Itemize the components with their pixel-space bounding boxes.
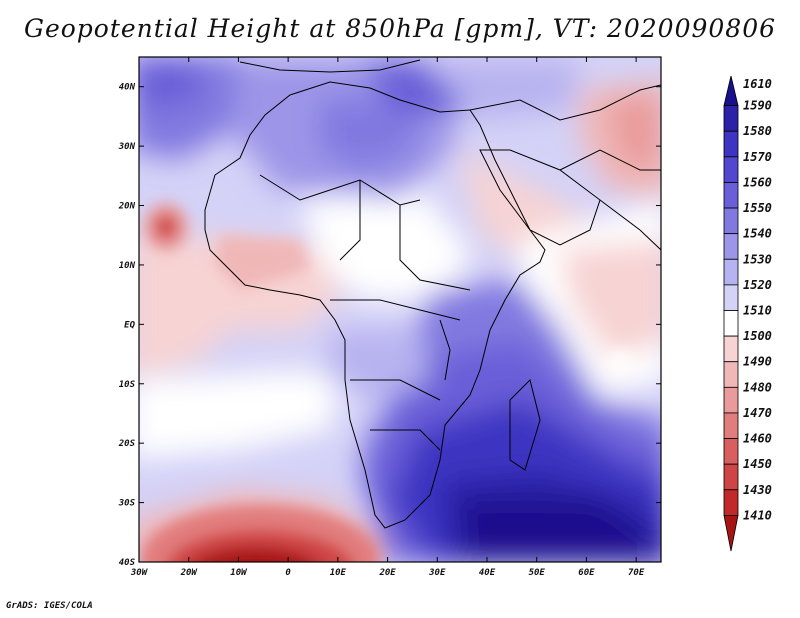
- colorbar-label: 1550: [743, 201, 772, 215]
- lon-tick-label: 10E: [330, 568, 347, 578]
- lat-tick-label: 10S: [119, 380, 136, 390]
- colorbar-swatch: [723, 156, 739, 183]
- colorbar-swatch: [723, 335, 739, 363]
- colorbar-label: 1460: [743, 432, 772, 446]
- colorbar-label: 1520: [743, 278, 772, 292]
- colorbar-swatch: [723, 463, 739, 491]
- colorbar-swatch: [723, 130, 739, 158]
- colorbar-bottom-arrow: [723, 514, 739, 552]
- colorbar-swatch: [723, 438, 739, 465]
- lat-tick-label: 30S: [118, 499, 136, 509]
- lat-tick-label: 30N: [118, 142, 136, 152]
- colorbar-label: 1580: [743, 124, 772, 138]
- colorbar-swatch: [723, 310, 739, 337]
- colorbar-label: 1590: [743, 99, 772, 113]
- latitude-axis: 40N 30N 20N 10N EQ 10S 20S 30S 40S: [118, 83, 661, 568]
- grads-footer: GrADS: IGES/COLA: [6, 601, 93, 611]
- colorbar-swatch: [723, 182, 739, 209]
- lat-tick-label: 20N: [118, 202, 136, 212]
- lon-tick-label: 40E: [479, 568, 496, 578]
- colorbar-swatch: [723, 258, 739, 286]
- lat-tick-label: EQ: [124, 320, 135, 330]
- lon-tick-label: 30E: [428, 568, 446, 578]
- colorbar-top-arrow: [723, 75, 739, 107]
- colorbar-swatch: [723, 207, 739, 235]
- colorbar-label: 1430: [743, 483, 772, 497]
- colorbar-swatch: [723, 386, 739, 414]
- colorbar-label: 1490: [743, 355, 772, 369]
- colorbar-swatch: [723, 489, 739, 516]
- colorbar-swatch: [723, 284, 739, 311]
- colorbar-swatch: [723, 412, 739, 439]
- colorbar-swatch: [723, 105, 739, 132]
- lon-tick-label: 50E: [529, 568, 546, 578]
- colorbar-label: 1450: [743, 457, 772, 471]
- colorbar: 1610 1590 1580 1570 1560 1550 1540 1530 1520 1510…: [723, 75, 772, 552]
- map-frame: [138, 56, 662, 563]
- map-title: Geopotential Height at 850hPa [gpm], VT:…: [23, 14, 777, 43]
- colorbar-label: 1480: [743, 380, 772, 394]
- colorbar-label: 1610: [743, 77, 772, 91]
- lon-tick-label: 70E: [628, 568, 645, 578]
- lat-tick-label: 20S: [118, 439, 136, 449]
- colorbar-swatch: [723, 233, 739, 260]
- longitude-axis: 30W 20W 10W 0 10E 20E 30E 40E 50E 60E 70E: [130, 57, 645, 578]
- lon-tick-label: 20W: [180, 568, 199, 578]
- lat-tick-label: 40N: [119, 83, 136, 93]
- lon-tick-label: 0: [285, 568, 291, 578]
- lon-tick-label: 60E: [578, 568, 595, 578]
- colorbar-label: 1410: [743, 508, 772, 522]
- coastlines: [204, 59, 661, 529]
- colorbar-label: 1470: [743, 406, 772, 420]
- colorbar-label: 1510: [743, 304, 772, 318]
- colorbar-label: 1500: [743, 329, 772, 343]
- lon-tick-label: 30W: [130, 568, 149, 578]
- colorbar-label: 1540: [743, 227, 772, 241]
- colorbar-label: 1530: [743, 252, 772, 266]
- lat-tick-label: 40S: [119, 558, 136, 568]
- lon-tick-label: 10W: [230, 568, 248, 578]
- colorbar-label: 1560: [743, 175, 772, 189]
- colorbar-swatch: [723, 361, 739, 388]
- lon-tick-label: 20E: [378, 568, 396, 578]
- height-field: [139, 57, 661, 562]
- colorbar-label: 1570: [743, 150, 772, 164]
- lat-tick-label: 10N: [119, 261, 136, 271]
